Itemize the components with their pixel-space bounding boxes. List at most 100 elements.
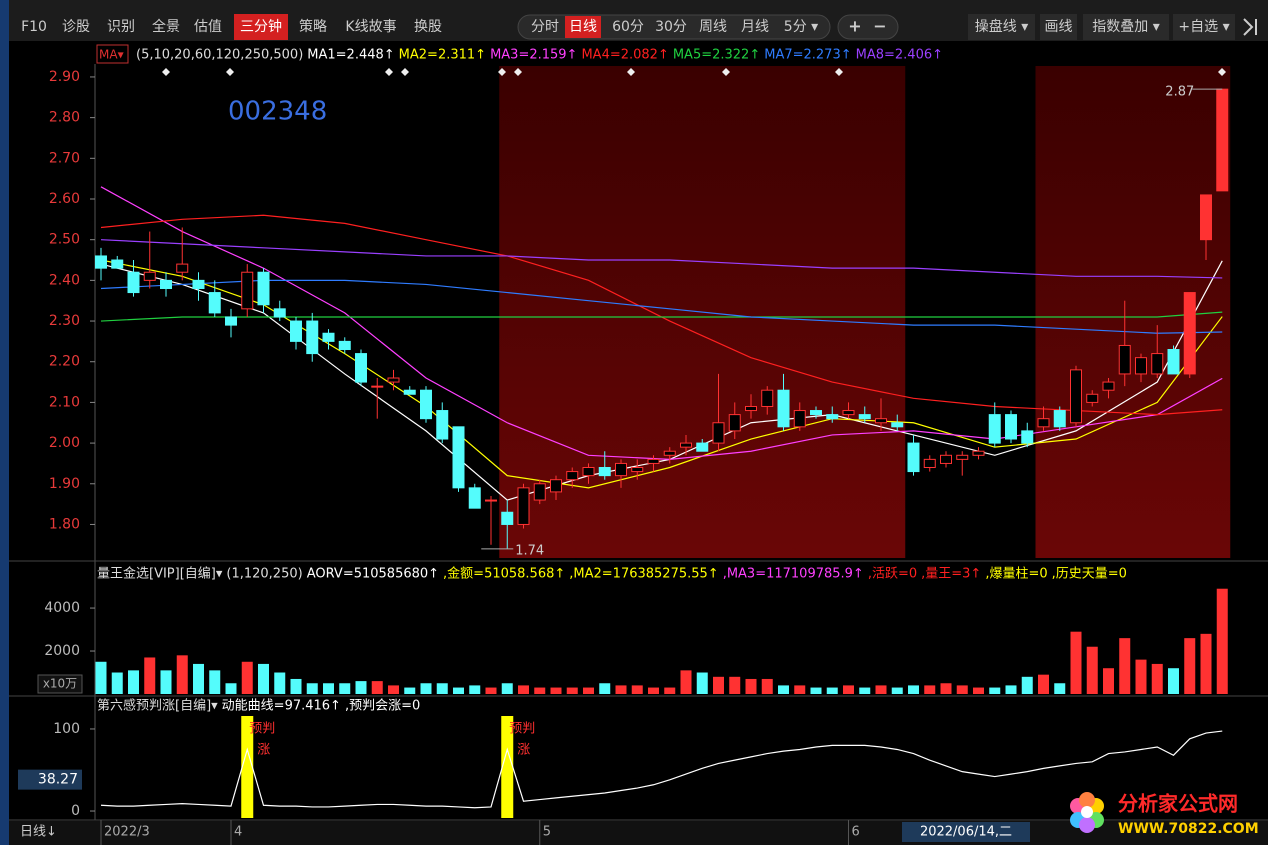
cursor-date: 2022/06/14,二	[920, 825, 1012, 840]
volume-bar	[176, 655, 188, 694]
candle-body	[615, 462, 627, 477]
tool-button[interactable]: +自选 ▾	[1178, 19, 1229, 35]
candle-body	[907, 442, 920, 473]
toolbar-button[interactable]: K线故事	[345, 19, 396, 35]
volume-bar	[745, 678, 757, 694]
volume-bar	[1184, 638, 1196, 694]
volume-bar	[583, 687, 594, 694]
indicator-value: ,MA3=117109785.9↑	[723, 567, 864, 582]
toolbar-button[interactable]: F10	[21, 19, 47, 35]
ma-params: (5,10,20,60,120,250,500)	[136, 48, 303, 63]
toolbar-button[interactable]: 估值	[194, 19, 222, 35]
high-marker: 2.87	[1165, 85, 1194, 100]
highlight-layer	[499, 66, 1231, 558]
collapse-icon[interactable]	[1243, 18, 1257, 36]
candle-body	[988, 414, 1001, 444]
cursor-value-box	[18, 769, 82, 790]
candle-body	[338, 340, 351, 351]
candle-body	[485, 499, 497, 502]
volume-bar	[1005, 685, 1017, 694]
period-label[interactable]: 日线↓	[20, 825, 57, 840]
toolbar-button[interactable]: 换股	[414, 18, 442, 35]
toolbar-button[interactable]: 三分钟	[240, 18, 282, 35]
y-tick-label: 2.30	[49, 313, 80, 329]
volume-bar	[469, 685, 481, 694]
candle-body	[940, 454, 952, 464]
volume-bar	[225, 683, 237, 694]
candle-body	[371, 385, 384, 388]
period-button[interactable]: 60分	[612, 19, 644, 35]
volume-bar	[355, 681, 367, 694]
signal-label: 涨	[517, 743, 530, 758]
y-tick-label: 1.80	[49, 516, 80, 532]
y-tick-label: 4000	[44, 600, 80, 616]
candle-body	[1151, 353, 1164, 375]
tool-button[interactable]: 画线	[1045, 19, 1073, 35]
candle-body	[517, 487, 530, 525]
ma-line	[100, 214, 1223, 416]
volume-bar	[534, 687, 546, 694]
cursor-date-box	[902, 822, 1030, 842]
toolbar-button[interactable]: 识别	[107, 19, 135, 35]
volume-bar	[843, 685, 854, 694]
candle-body	[1200, 194, 1212, 241]
toolbar-button[interactable]: 全景	[152, 18, 180, 35]
toolbar-button[interactable]: 诊股	[62, 19, 90, 35]
y-tick-label: 2000	[44, 643, 80, 659]
zoom-button[interactable]: +	[848, 17, 861, 36]
legend-entry: MA5=2.322↑	[673, 48, 760, 63]
unit-label: x10万	[43, 677, 77, 691]
candle-body	[582, 466, 595, 477]
candle-body	[127, 271, 140, 294]
signal-bar	[501, 716, 514, 818]
candle-body	[956, 454, 969, 460]
volume-bar	[95, 661, 107, 694]
candle-body	[225, 316, 237, 326]
side-strip	[0, 0, 9, 845]
candle-body	[598, 466, 611, 477]
candle-body	[1021, 430, 1034, 444]
volume-bar	[209, 670, 221, 694]
signal-diamond	[1218, 68, 1226, 76]
candle-body	[1135, 357, 1147, 375]
period-button[interactable]: 周线	[699, 19, 727, 35]
volume-bar	[1168, 668, 1179, 694]
signal-diamond	[226, 68, 234, 76]
watermark-url: WWW.70822.COM	[1118, 821, 1259, 837]
toolbar-button[interactable]: 策略	[299, 18, 327, 35]
period-button[interactable]: 30分	[655, 19, 687, 35]
indicator-value: ,历史天量=0	[1052, 567, 1127, 582]
candle-body	[875, 418, 887, 424]
volume-bar	[518, 685, 529, 694]
volume-bar	[1200, 633, 1212, 694]
candle-body	[257, 271, 270, 306]
zoom-button[interactable]: −	[873, 17, 886, 36]
volume-bar	[1103, 668, 1114, 694]
volume-bar	[1119, 638, 1131, 694]
indicator-value: 动能曲线=97.416↑	[222, 699, 341, 714]
volume-bar	[664, 687, 676, 694]
volume-bar	[631, 685, 643, 694]
volume-bar	[404, 687, 416, 694]
logo-petal	[1079, 817, 1095, 833]
period-button[interactable]: 月线	[741, 19, 769, 35]
period-button[interactable]: 5分 ▾	[784, 19, 818, 35]
candle-body	[777, 389, 790, 428]
ma-selector[interactable]: MA▾	[99, 48, 124, 62]
volume-bar	[859, 687, 871, 694]
tool-button[interactable]: 操盘线 ▾	[975, 18, 1028, 35]
indicator-value: AORV=510585680↑	[307, 567, 439, 582]
candle-body	[826, 414, 839, 420]
volume-bar	[258, 663, 269, 694]
volume-bar	[891, 687, 903, 694]
candle-body	[290, 320, 302, 342]
volume-bar	[1021, 676, 1033, 694]
volume-bar	[1151, 663, 1163, 694]
active-tab-bg	[234, 14, 288, 40]
candle-body	[1053, 410, 1066, 428]
tool-button[interactable]: 指数叠加 ▾	[1092, 19, 1159, 35]
period-button[interactable]: 日线	[569, 19, 597, 35]
y-tick-label: 0	[71, 803, 80, 819]
period-button[interactable]: 分时	[531, 19, 559, 35]
volume-bar	[778, 685, 789, 694]
